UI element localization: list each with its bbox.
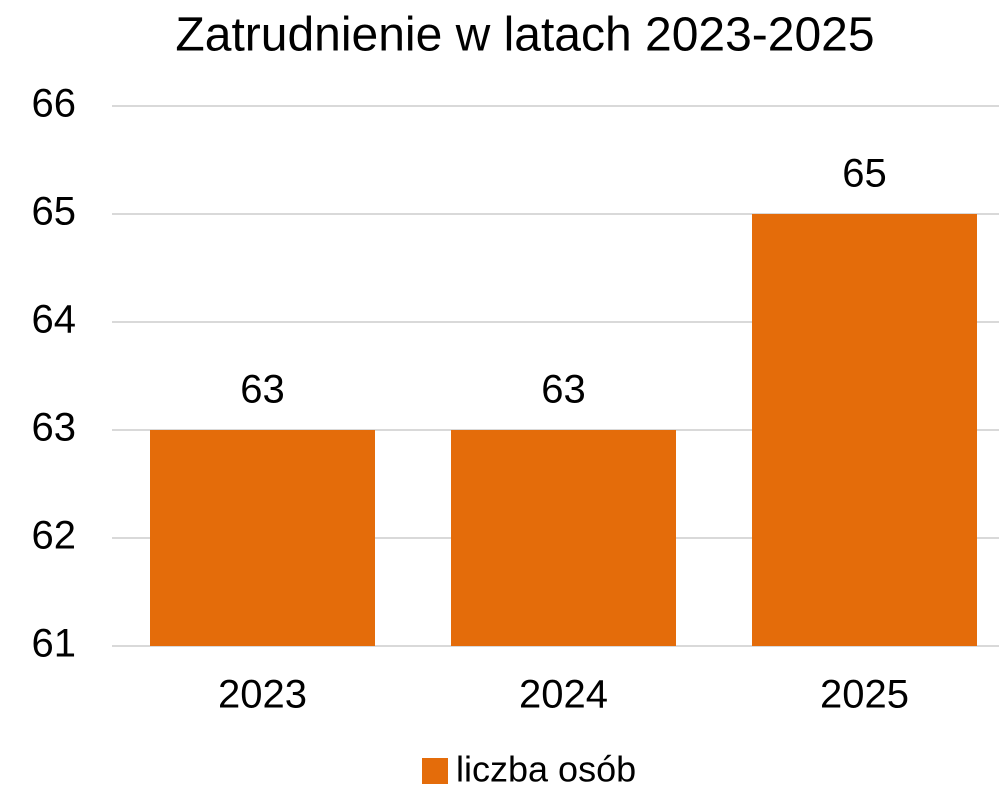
y-tick-label: 62	[32, 514, 77, 558]
y-tick-label: 61	[32, 622, 77, 666]
bar	[752, 214, 977, 646]
y-tick-label: 63	[32, 406, 77, 450]
bar	[150, 430, 375, 646]
data-label: 63	[541, 368, 586, 412]
y-tick-label: 64	[32, 298, 77, 342]
legend-label: liczba osób	[456, 749, 636, 790]
y-tick-label: 66	[32, 82, 77, 126]
data-label: 65	[842, 152, 887, 196]
x-tick-label: 2025	[820, 673, 909, 717]
data-label: 63	[240, 368, 285, 412]
chart-title: Zatrudnienie w latach 2023-2025	[175, 9, 874, 62]
y-tick-label: 65	[32, 190, 77, 234]
legend-swatch	[422, 758, 448, 784]
x-tick-label: 2024	[519, 673, 608, 717]
x-tick-label: 2023	[218, 673, 307, 717]
bar	[451, 430, 676, 646]
